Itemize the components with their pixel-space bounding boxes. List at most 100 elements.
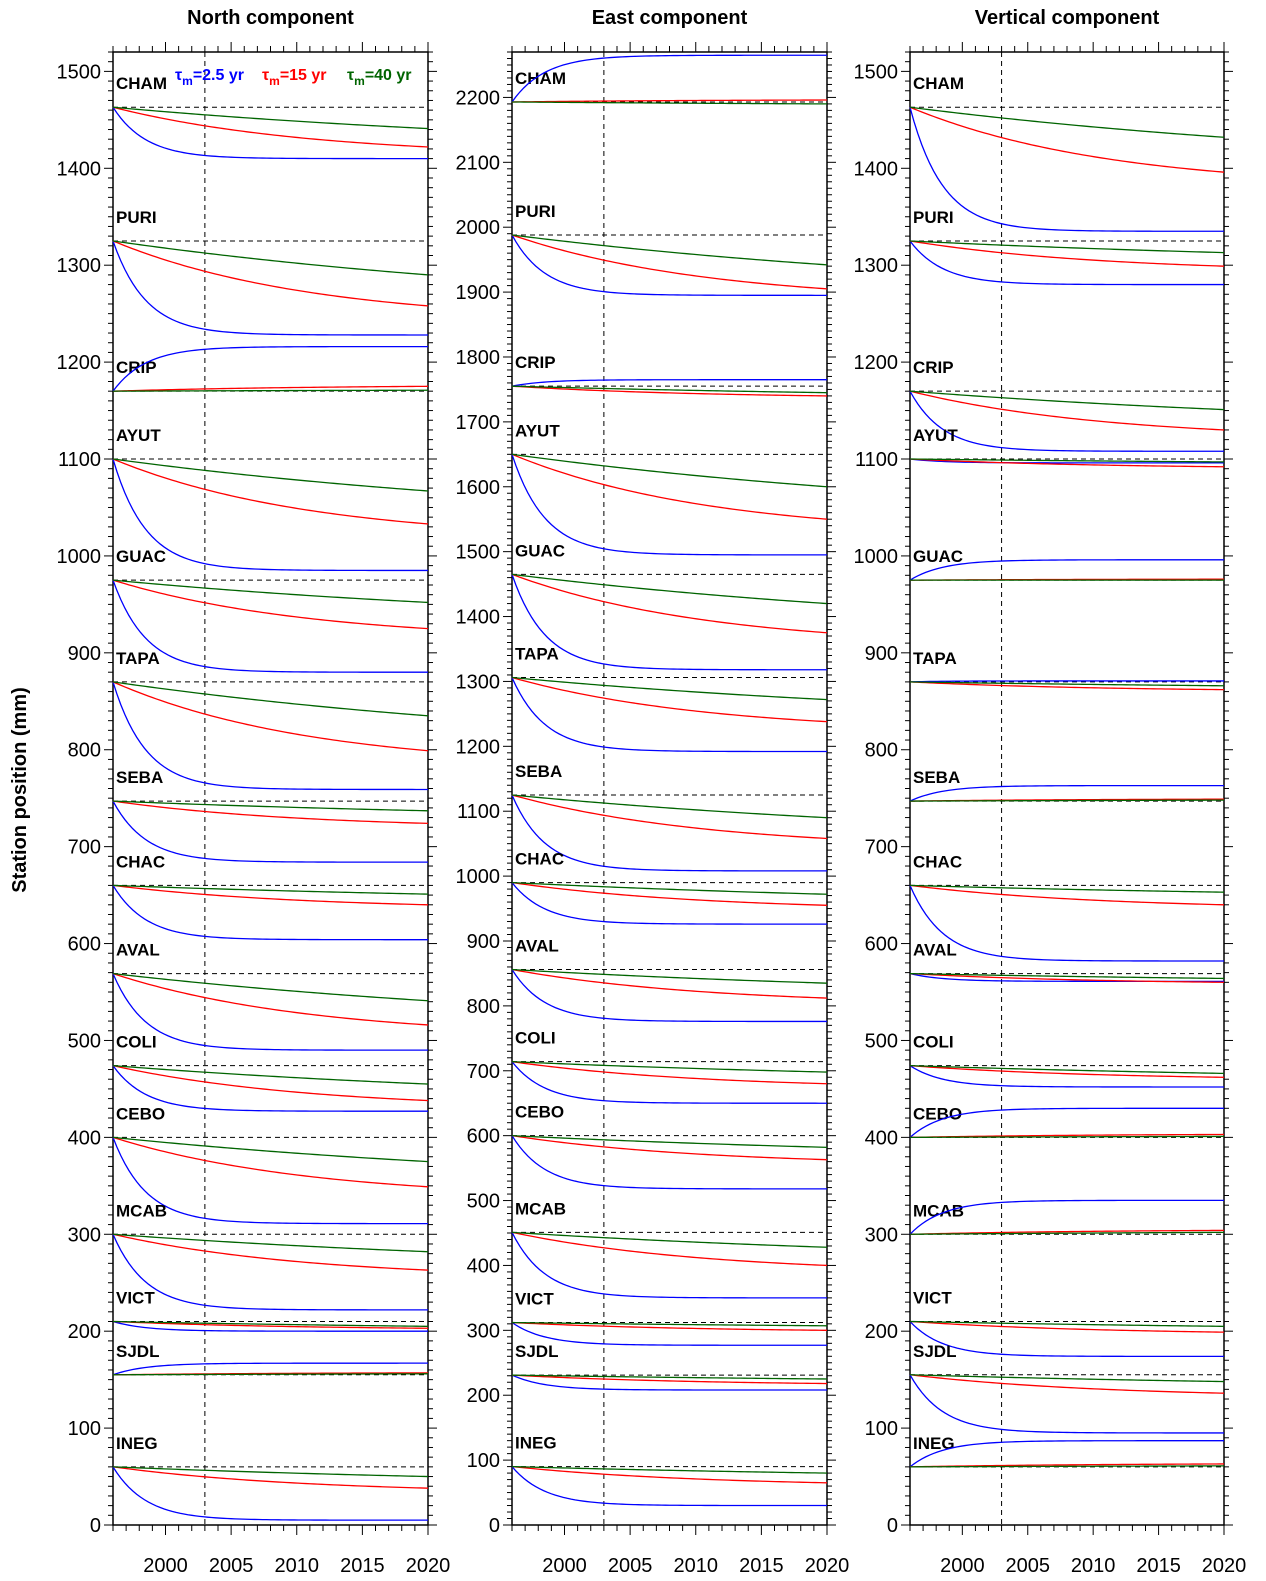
legend-entry: τm=15 yr bbox=[262, 67, 327, 88]
y-tick-label: 1100 bbox=[58, 449, 101, 471]
series-line-tau-40 bbox=[112, 1466, 429, 1478]
series-line-tau-40 bbox=[112, 389, 429, 392]
series-line-tau-2-5 bbox=[909, 1374, 1224, 1434]
x-tick-label: 2010 bbox=[275, 1555, 320, 1577]
series-line-tau-40 bbox=[909, 1065, 1225, 1075]
station-label: SJDL bbox=[116, 1342, 159, 1361]
station-label: INEG bbox=[515, 1434, 557, 1453]
series-line-tau-15 bbox=[909, 1133, 1225, 1139]
y-tick-label: 1900 bbox=[456, 282, 501, 304]
x-tick-label: 2000 bbox=[143, 1555, 188, 1577]
series-line-tau-15 bbox=[112, 884, 429, 906]
series-line-tau-15 bbox=[909, 240, 1225, 267]
legend: τm=2.5 yr τm=15 yr τm=40 yr bbox=[175, 67, 412, 88]
series-line-tau-40 bbox=[909, 458, 1225, 463]
y-tick-label: 1100 bbox=[855, 449, 898, 471]
series-line-tau-2-5 bbox=[112, 240, 428, 336]
x-tick-label: 2010 bbox=[1071, 1555, 1116, 1577]
y-tick-label: 700 bbox=[68, 837, 101, 859]
series-line-tau-40 bbox=[909, 1465, 1225, 1468]
series-line-tau-40 bbox=[909, 106, 1225, 138]
series-line-tau-40 bbox=[112, 1065, 429, 1085]
series-line-tau-40 bbox=[909, 390, 1225, 411]
series-line-tau-2-5 bbox=[511, 1466, 827, 1507]
series-line-tau-15 bbox=[511, 1061, 828, 1085]
series-line-tau-40 bbox=[112, 1233, 429, 1253]
station-label: SJDL bbox=[515, 1342, 558, 1361]
series-line-tau-15 bbox=[909, 1065, 1225, 1078]
series-line-tau-15 bbox=[112, 458, 429, 525]
station-label: VICT bbox=[116, 1288, 155, 1307]
x-tick-label: 2020 bbox=[406, 1555, 451, 1577]
station-label: CHAM bbox=[116, 74, 167, 93]
y-tick-label: 1100 bbox=[457, 801, 500, 823]
series-line-tau-15 bbox=[112, 240, 429, 307]
y-tick-label: 1200 bbox=[854, 352, 899, 374]
series-line-tau-2-5 bbox=[112, 1234, 428, 1311]
y-tick-label: 400 bbox=[467, 1255, 500, 1277]
station-label: PURI bbox=[116, 208, 157, 227]
series-line-tau-15 bbox=[112, 1065, 429, 1102]
series-line-tau-40 bbox=[511, 881, 828, 895]
series-line-tau-15 bbox=[909, 1374, 1225, 1394]
series-line-tau-40 bbox=[511, 1321, 828, 1327]
series-line-tau-40 bbox=[511, 794, 828, 819]
series-line-tau-15 bbox=[511, 1321, 828, 1331]
series-line-tau-2-5 bbox=[511, 454, 827, 556]
series-line-tau-15 bbox=[112, 800, 429, 825]
x-tick-label: 2000 bbox=[542, 1555, 587, 1577]
series-line-tau-2-5 bbox=[511, 969, 827, 1023]
plot-frame bbox=[511, 51, 828, 1526]
series-line-tau-2-5 bbox=[909, 240, 1224, 286]
station-label: AVAL bbox=[515, 937, 559, 956]
series-line-tau-15 bbox=[511, 968, 828, 999]
y-tick-label: 0 bbox=[887, 1515, 898, 1537]
station-label: CRIP bbox=[913, 358, 954, 377]
series-line-tau-15 bbox=[511, 234, 828, 290]
series-line-tau-2-5 bbox=[511, 1135, 827, 1190]
y-tick-label: 1500 bbox=[854, 61, 899, 83]
y-tick-label: 400 bbox=[865, 1127, 898, 1149]
y-tick-label: 200 bbox=[467, 1385, 500, 1407]
panel-title: Vertical component bbox=[975, 7, 1160, 29]
station-label: CEBO bbox=[515, 1103, 564, 1122]
series-line-tau-15 bbox=[909, 390, 1225, 431]
series-line-tau-2-5 bbox=[909, 1065, 1224, 1088]
series-line-tau-40 bbox=[909, 681, 1225, 687]
y-tick-label: 600 bbox=[68, 934, 101, 956]
series-line-tau-40 bbox=[112, 884, 429, 895]
series-line-tau-15 bbox=[909, 458, 1225, 468]
series-line-tau-40 bbox=[909, 884, 1225, 893]
series-line-tau-2-5 bbox=[909, 1107, 1224, 1138]
series-line-tau-2-5 bbox=[909, 107, 1224, 232]
y-tick-label: 0 bbox=[489, 1515, 500, 1537]
y-tick-label: 700 bbox=[467, 1061, 500, 1083]
series-line-tau-2-5 bbox=[511, 234, 827, 296]
y-tick-label: 300 bbox=[865, 1224, 898, 1246]
station-label: AVAL bbox=[913, 941, 957, 960]
series-line-tau-15 bbox=[909, 1320, 1225, 1333]
y-tick-label: 1000 bbox=[854, 546, 899, 568]
y-tick-label: 1200 bbox=[456, 736, 501, 758]
series-line-tau-15 bbox=[511, 453, 828, 520]
y-tick-label: 1600 bbox=[456, 477, 501, 499]
y-tick-label: 200 bbox=[68, 1321, 101, 1343]
series-line-tau-15 bbox=[112, 972, 429, 1026]
y-tick-label: 1300 bbox=[456, 671, 501, 693]
station-label: TAPA bbox=[913, 649, 957, 668]
y-tick-label: 100 bbox=[467, 1450, 500, 1472]
series-line-tau-15 bbox=[511, 573, 828, 634]
series-line-tau-15 bbox=[511, 881, 828, 906]
x-tick-label: 2005 bbox=[209, 1555, 254, 1577]
series-line-tau-2-5 bbox=[511, 794, 827, 872]
panel-title: East component bbox=[592, 7, 748, 29]
legend-entry: τm=40 yr bbox=[347, 67, 412, 88]
station-label: CEBO bbox=[913, 1104, 962, 1123]
y-tick-label: 700 bbox=[865, 837, 898, 859]
series-line-tau-40 bbox=[112, 1136, 429, 1163]
series-line-tau-2-5 bbox=[909, 559, 1224, 581]
series-line-tau-15 bbox=[511, 385, 828, 397]
series-line-tau-40 bbox=[909, 240, 1225, 254]
series-line-tau-15 bbox=[909, 972, 1225, 983]
series-line-tau-15 bbox=[511, 99, 828, 103]
